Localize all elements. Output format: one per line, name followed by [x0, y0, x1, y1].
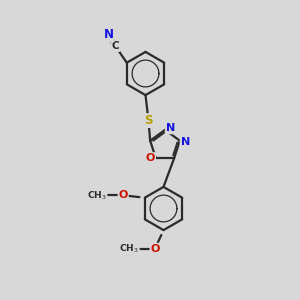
Text: N: N	[181, 137, 190, 147]
Text: O: O	[146, 153, 155, 163]
Text: CH$_3$: CH$_3$	[119, 242, 139, 255]
Text: O: O	[118, 190, 128, 200]
Text: N: N	[104, 28, 114, 41]
Text: CH$_3$: CH$_3$	[87, 189, 107, 202]
Text: C: C	[112, 41, 119, 51]
Text: O: O	[150, 244, 160, 254]
Text: S: S	[144, 114, 153, 127]
Text: N: N	[166, 123, 175, 134]
